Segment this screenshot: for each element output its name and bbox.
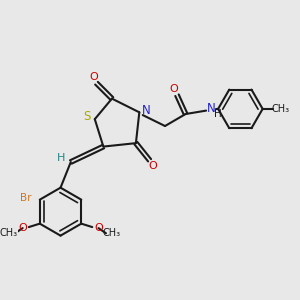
Text: O: O xyxy=(90,72,98,82)
Text: N: N xyxy=(142,104,151,117)
Text: CH₃: CH₃ xyxy=(0,228,18,238)
Text: H: H xyxy=(57,153,65,163)
Text: S: S xyxy=(84,110,91,123)
Text: O: O xyxy=(18,223,27,233)
Text: O: O xyxy=(148,161,157,171)
Text: N: N xyxy=(207,102,216,116)
Text: O: O xyxy=(169,84,178,94)
Text: CH₃: CH₃ xyxy=(102,228,121,238)
Text: CH₃: CH₃ xyxy=(272,104,290,114)
Text: H: H xyxy=(214,110,222,119)
Text: O: O xyxy=(94,223,103,233)
Text: Br: Br xyxy=(20,193,31,203)
